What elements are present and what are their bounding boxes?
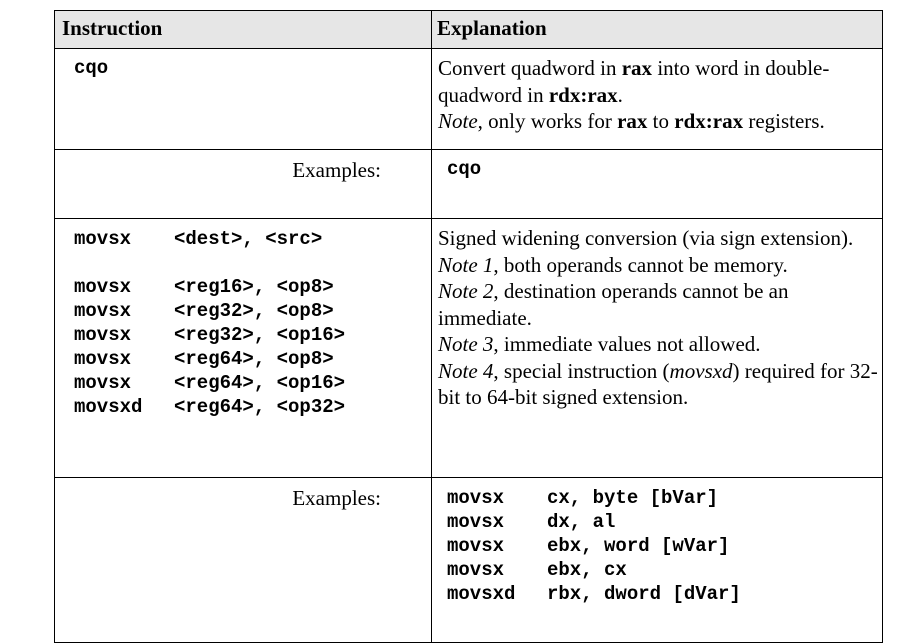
- instruction-table: Instruction Explanation cqo Convert quad…: [54, 10, 883, 643]
- form-line: movsx <reg32>, <op8>: [74, 300, 334, 322]
- movsx-examples-row: Examples: movsx cx, byte [bVar] movsx dx, …: [54, 477, 883, 643]
- movsx-row: movsx <dest>, <src> movsx <reg16>, <op8> m…: [54, 218, 883, 478]
- movsx-example-code: movsx cx, byte [bVar] movsx dx, al movsx eb…: [431, 477, 883, 643]
- example-line: movsx cx, byte [bVar]: [447, 487, 719, 509]
- examples-label: Examples:: [54, 477, 432, 643]
- example-line: movsxd rbx, dword [dVar]: [447, 583, 741, 605]
- movsx-explanation: Signed widening conversion (via sign ext…: [431, 218, 883, 478]
- cqo-row: cqo Convert quadword in rax into word in…: [54, 48, 883, 150]
- cqo-instruction: cqo: [74, 57, 109, 79]
- form-line: movsx <reg16>, <op8>: [74, 276, 334, 298]
- form-line: movsx <reg64>, <op8>: [74, 348, 334, 370]
- header-row: Instruction Explanation: [54, 10, 883, 49]
- examples-label: Examples:: [54, 149, 432, 219]
- form-line: movsx <reg32>, <op16>: [74, 324, 346, 346]
- cqo-explanation: Convert quadword in rax into word in dou…: [431, 48, 883, 150]
- movsx-syntax: movsx <dest>, <src> movsx <reg16>, <op8> m…: [54, 218, 432, 478]
- form-line: movsxd <reg64>, <op32>: [74, 396, 346, 418]
- form-line: movsx <reg64>, <op16>: [74, 372, 346, 394]
- explanation-header: Explanation: [431, 10, 883, 49]
- instruction-header: Instruction: [54, 10, 432, 49]
- example-line: movsx ebx, word [wVar]: [447, 535, 730, 557]
- cqo-example-code: cqo: [447, 158, 482, 180]
- cqo-examples-row: Examples: cqo: [54, 149, 883, 219]
- syntax-line: movsx <dest>, <src>: [74, 228, 323, 250]
- example-line: movsx ebx, cx: [447, 559, 627, 581]
- example-line: movsx dx, al: [447, 511, 616, 533]
